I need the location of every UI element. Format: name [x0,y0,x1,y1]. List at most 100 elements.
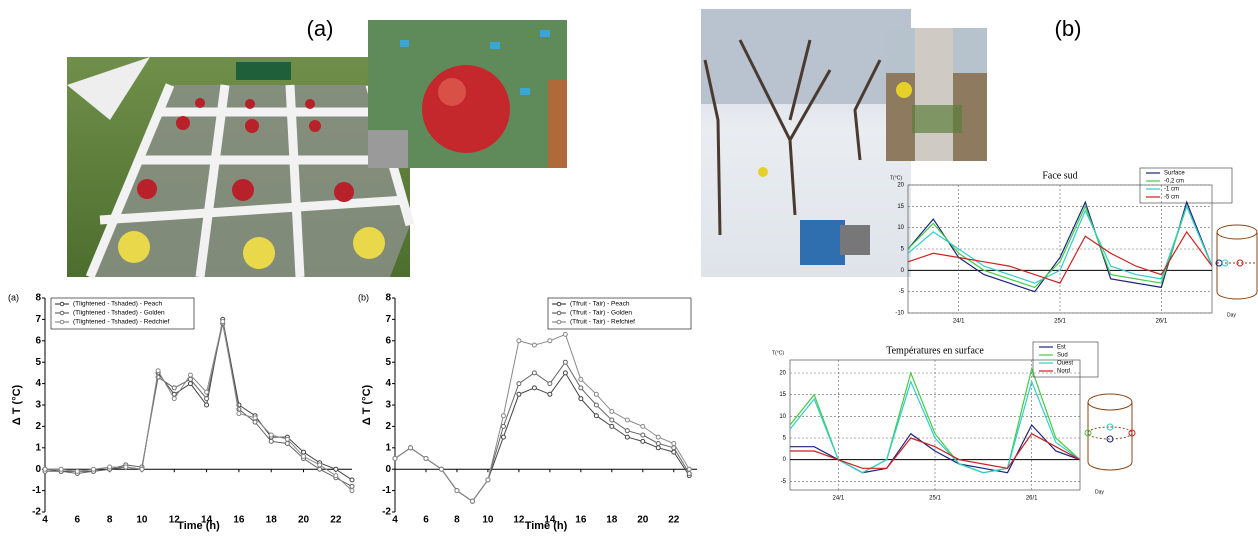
legend-label: (Tlightened - Tshaded) - Peach [73,301,163,308]
data-point [350,489,354,493]
legend-marker [557,320,561,324]
data-point [687,467,691,471]
data-point [517,339,521,343]
x-tick-label: 26/1 [1026,496,1038,502]
data-point [439,467,443,471]
y-tick-label: 15 [779,392,786,398]
legend-label: (Tfruit - Tair) - Golden [570,310,632,317]
data-point [594,392,598,396]
data-point [221,320,225,324]
data-point [641,439,645,443]
data-point [532,386,536,390]
x-tick-label: 16 [233,515,245,526]
data-point [205,397,209,401]
y-tick-label: 20 [779,371,786,377]
data-point [625,418,629,422]
x-tick-label: 25/1 [929,496,941,502]
legend-label: Surface [1164,171,1185,177]
x-tick-label: 22 [668,515,680,526]
data-point [517,382,521,386]
x-tick-label: 10 [136,515,148,526]
data-point [302,454,306,458]
data-point [269,433,273,437]
legend-label: -1 cm [1164,187,1179,193]
y-tick-label: 0 [385,464,391,475]
x-tick-label: 24/1 [832,496,844,502]
data-point [188,377,192,381]
y-tick-label: -10 [895,311,904,317]
data-point [59,467,63,471]
data-point [253,420,257,424]
series-line [395,373,689,501]
x-tick-label: 8 [107,515,113,526]
cylinder-diagram [1216,225,1257,299]
x-tick-label: 10 [482,515,494,526]
data-point [285,437,289,441]
y-tick-label: 8 [35,293,41,304]
data-point [470,499,474,503]
y-tick-label: 7 [35,314,41,325]
data-point [172,386,176,390]
data-point [563,360,567,364]
data-point [656,446,660,450]
series-line [395,362,689,501]
legend-label: Nord [1057,369,1070,375]
y-tick-label: 3 [385,400,391,411]
legend-label: Est [1057,345,1066,351]
y-tick-label: 4 [385,378,391,389]
cylinder-diagram [1085,394,1135,470]
y-tick-label: 5 [783,436,787,442]
data-point [75,469,79,473]
data-point [318,463,322,467]
data-point [656,435,660,439]
data-point [641,433,645,437]
photo-orchard-frame [67,57,410,277]
figure-label: (a) [307,16,334,41]
x-tick-label: 16 [575,515,587,526]
data-point [334,474,338,478]
photo-snowy-orchard [701,9,911,277]
x-tick-label: 4 [42,515,48,526]
x-axis-label: Time (h) [177,520,220,532]
data-point [656,442,660,446]
y-tick-label: 5 [35,357,41,368]
y-tick-label: 3 [35,400,41,411]
data-point [548,392,552,396]
photo-apple-closeup [368,20,567,168]
data-point [455,489,459,493]
x-tick-label: 20 [637,515,649,526]
data-point [501,414,505,418]
y-tick-label: 2 [385,421,391,432]
x-axis-label: Time (h) [525,520,568,532]
legend-label: (Tlightened - Tshaded) - Golden [73,310,165,317]
data-point [393,457,397,461]
data-point [188,373,192,377]
data-point [156,369,160,373]
x-tick-label: 4 [392,515,398,526]
data-point [188,382,192,386]
data-point [579,377,583,381]
y-tick-label: 1 [35,442,41,453]
data-point [610,418,614,422]
data-point [501,435,505,439]
legend-label: -0,2 cm [1164,179,1184,185]
data-point [424,457,428,461]
data-point [610,424,614,428]
x-tick-label: 12 [513,515,525,526]
series-line [45,324,352,487]
x-tick-label: 26/1 [1155,319,1167,325]
data-point [285,442,289,446]
x-tick-label: 25/1 [1054,319,1066,325]
data-point [269,439,273,443]
y-tick-label: 20 [897,183,904,189]
chart-title: Températures en surface [886,345,984,356]
panel-label: (a) [8,292,19,302]
data-point [532,371,536,375]
legend-marker [557,311,561,315]
y-tick-label: -1 [382,485,391,496]
y-tick-label: -1 [32,485,41,496]
panel-label: (b) [358,292,369,302]
data-point [334,467,338,471]
data-point [108,465,112,469]
data-point [172,397,176,401]
